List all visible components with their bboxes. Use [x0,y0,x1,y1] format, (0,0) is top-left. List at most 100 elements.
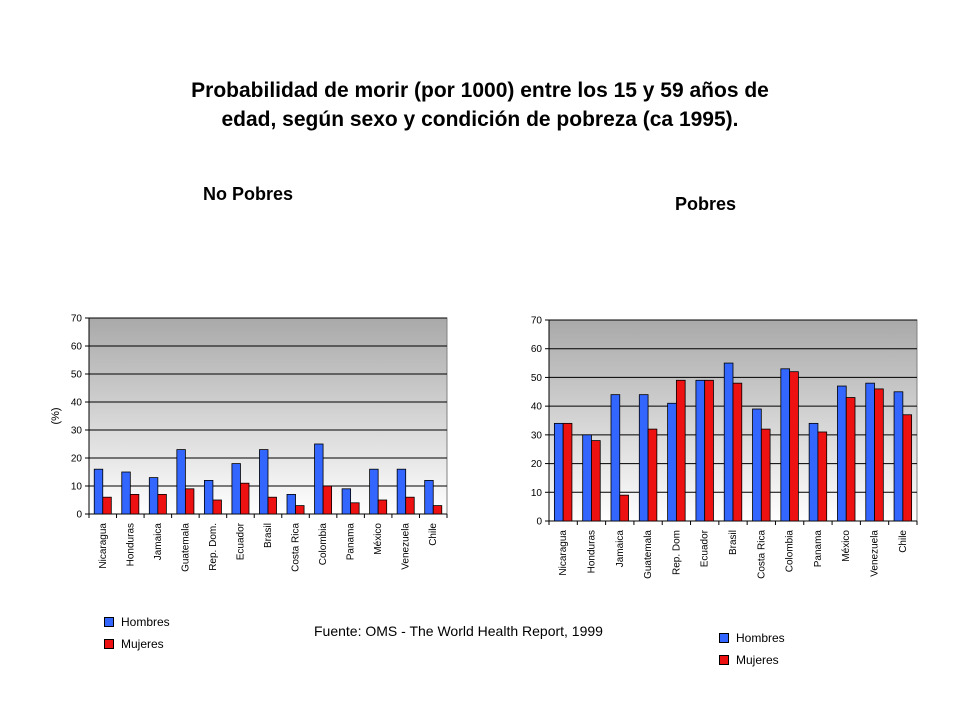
bar-mujeres-honduras [591,440,601,522]
y-axis-label: (%) [50,407,62,424]
bar-hombres-jamaica [148,477,159,515]
x-tick-label: Colombia [785,530,796,573]
x-tick-label: México [373,523,384,555]
bar-hombres-nicaragua [93,468,104,515]
bar-hombres-venezuela [396,468,407,515]
bar-mujeres-guatemala [647,428,658,522]
bar-hombres-brasil [723,362,734,522]
page-title-line-1: Probabilidad de morir (por 1000) entre l… [191,79,769,102]
x-tick-label: Costa Rica [756,530,767,579]
legend-swatch-mujeres [719,655,729,665]
chart-pobres: 0 10 20 30 40 50 60 70 Nicaragua Honduras Jamaica G… [531,316,918,579]
y-tick-label: 20 [531,459,543,470]
y-tick-label: 10 [71,482,83,493]
x-tick-label: Nicaragua [558,530,569,576]
bar-hombres-ecuador [231,463,241,515]
x-tick-label: Jamaica [615,530,626,568]
x-tick-label: Panama [813,530,824,568]
x-tick-label: Colombia [318,523,329,566]
bar-hombres-rep-dom [667,402,677,522]
bar-mujeres-m-xico [845,397,856,522]
bar-hombres-nicaragua [553,422,564,522]
bar-mujeres-rep-dom- [212,499,222,515]
bar-mujeres-ecuador [240,482,250,515]
bar-hombres-jamaica [610,394,621,522]
bar-hombres-guatemala [176,449,186,515]
legend-no-pobres: Hombres Mujeres [104,611,170,655]
bar-mujeres-colombia [789,371,799,522]
bar-hombres-venezuela [865,382,875,522]
bar-hombres-panama [808,422,819,522]
page-title-line-2: edad, según sexo y condición de pobreza … [221,108,739,131]
x-tick-label: Brasil [728,530,739,555]
y-tick-label: 50 [531,373,543,384]
y-tick-label: 0 [76,510,82,521]
bar-mujeres-ecuador [704,379,714,522]
bar-hombres-costa-rica [752,408,762,522]
x-tick-label: Nicaragua [98,523,109,569]
y-tick-label: 70 [531,316,543,327]
x-tick-label: Venezuela [401,523,412,570]
bar-mujeres-guatemala [184,488,195,515]
x-tick-label: Ecuador [700,529,711,567]
bar-hombres-colombia [780,368,791,522]
bar-mujeres-honduras [129,493,140,515]
y-tick-label: 10 [531,488,543,499]
legend-swatch-hombres [104,617,114,627]
bar-hombres-guatemala [638,394,649,522]
bar-mujeres-panama [817,431,828,522]
y-tick-label: 20 [71,454,83,465]
bar-hombres-chile [424,479,434,515]
legend-swatch-hombres [719,633,729,643]
y-tick-label: 60 [531,344,543,355]
y-tick-label: 40 [71,398,83,409]
bar-hombres-chile [893,391,904,522]
bar-mujeres-nicaragua [562,422,573,522]
bar-hombres-honduras [121,471,131,515]
bar-mujeres-costa-rica [295,505,305,515]
y-tick-label: 30 [71,426,83,437]
legend-item-hombres: Hombres [104,611,170,633]
bar-hombres-colombia [314,443,324,515]
bar-mujeres-brasil [267,496,277,515]
x-tick-label: Guatemala [643,530,654,579]
bar-hombres-honduras [582,434,592,522]
bar-mujeres-jamaica [157,493,167,515]
x-tick-label: Brasil [263,523,274,548]
legend-label-hombres: Hombres [736,631,785,645]
source-note: Fuente: OMS - The World Health Report, 1… [314,623,603,639]
bar-mujeres-costa-rica [760,428,771,522]
bar-mujeres-jamaica [619,494,629,522]
x-tick-label: Chile [428,523,439,546]
bar-mujeres-chile [432,505,443,515]
bar-hombres-panama [341,488,352,515]
legend-label-mujeres: Mujeres [121,637,164,651]
legend-item-mujeres: Mujeres [719,649,785,671]
legend-item-hombres: Hombres [719,627,785,649]
x-tick-label: Honduras [125,523,136,566]
y-tick-label: 50 [71,370,83,381]
legend-swatch-mujeres [104,639,114,649]
x-tick-label: México [841,530,852,562]
x-tick-label: Venezuela [870,530,881,577]
x-tick-label: Rep. Dom [671,530,682,575]
legend-label-hombres: Hombres [121,615,170,629]
bar-mujeres-nicaragua [102,496,112,515]
bar-hombres-costa-rica [286,493,296,515]
bar-mujeres-chile [902,414,913,522]
x-tick-label: Honduras [586,530,597,573]
chart-no-pobres: 0 10 20 30 40 50 60 70 (%) Nicaragua Honduras Jamai… [50,314,448,572]
bar-mujeres-m-xico [377,499,388,515]
bar-hombres-m-xico [837,385,847,522]
bar-hombres-brasil [259,449,269,515]
y-tick-label: 30 [531,430,543,441]
x-tick-label: Jamaica [153,523,164,561]
x-tick-label: Guatemala [180,523,191,572]
y-tick-label: 70 [71,314,83,325]
bar-mujeres-colombia [322,485,333,515]
legend-pobres: Hombres Mujeres [719,627,785,671]
x-tick-label: Ecuador [235,522,246,560]
bar-mujeres-panama [350,502,360,515]
x-tick-label: Chile [898,530,909,553]
bar-hombres-ecuador [695,379,706,522]
